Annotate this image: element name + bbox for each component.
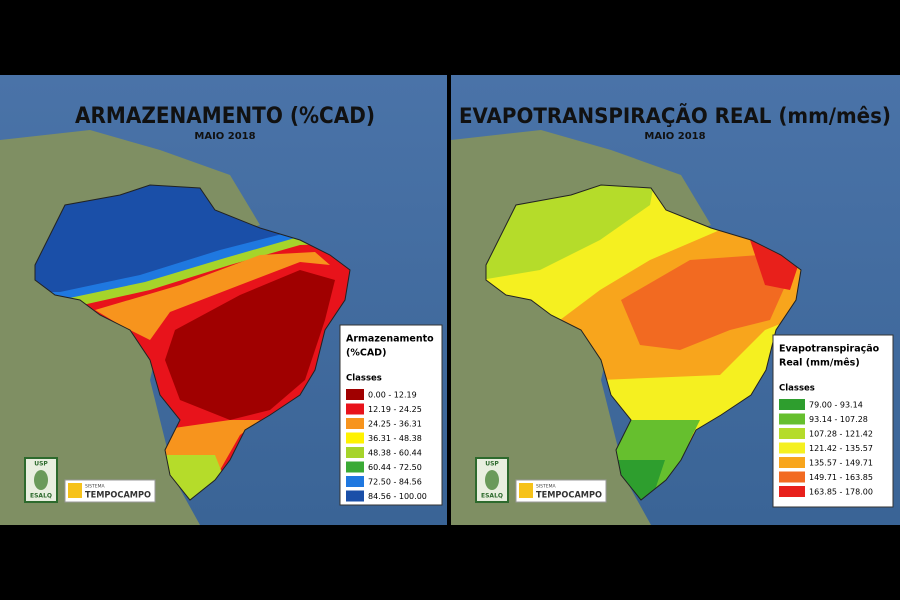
brand-icon [68,483,82,498]
legend-label: 84.56 - 100.00 [368,492,427,501]
legend-swatch [779,413,805,425]
brand-system: SISTEMA [85,484,106,490]
legend-heading: Classes [779,384,815,394]
logos: USPESALQSISTEMATEMPOCAMPOUSPESALQSISTEMA… [24,457,607,503]
brand-icon [519,483,533,498]
brand-box [64,479,156,503]
map-title: ARMAZENAMENTO (%CAD) [75,104,375,129]
map-subtitle: MAIO 2018 [644,131,705,142]
legend-label: 60.44 - 72.50 [368,463,422,472]
legend-label: 107.28 - 121.42 [809,430,873,439]
usp-emblem [485,470,499,490]
legend-label: 163.85 - 178.00 [809,488,873,497]
legend-title: Evapotranspiração [779,344,880,355]
brand-box [515,479,607,503]
legend-swatch [779,399,805,410]
legend-label: 149.71 - 163.85 [809,473,873,482]
legend-swatch [346,490,364,502]
legend-label: 48.38 - 60.44 [368,449,422,458]
legend-box [339,324,443,506]
usp-label: USP [34,461,48,468]
legend-swatch [346,447,364,458]
brand-system: SISTEMA [536,484,557,490]
legend-swatch [346,389,364,400]
legend-label: 24.25 - 36.31 [368,420,422,429]
legend-title: Real (mm/mês) [779,358,860,369]
legend-label: 121.42 - 135.57 [809,444,873,453]
esalq-label: ESALQ [481,493,503,500]
legend-label: 12.19 - 24.25 [368,405,422,414]
legends: Armazenamento (%CAD) Classes 0.00 - 12.19 12… [339,324,894,508]
legend-swatch [779,428,805,439]
legend-swatch [779,486,805,497]
legend-label: 36.31 - 48.38 [368,434,422,443]
usp-emblem [34,470,48,490]
legend-label: 135.57 - 149.71 [809,459,873,468]
map-subtitle: MAIO 2018 [194,131,255,142]
legend-title: Armazenamento [346,334,434,345]
brand-name: TEMPOCAMPO [536,491,602,501]
legend-title: (%CAD) [346,348,386,359]
legend-label: 93.14 - 107.28 [809,415,868,424]
legend-swatch [779,442,805,454]
map-title: EVAPOTRANSPIRAÇÃO REAL (mm/mês) [459,103,891,128]
legend-label: 0.00 - 12.19 [368,391,417,400]
usp-label: USP [485,461,499,468]
esalq-label: ESALQ [30,493,52,500]
legend-swatch [346,403,364,415]
legend-swatch [346,461,364,473]
legend-swatch [346,418,364,429]
legend-swatch [779,471,805,483]
legend-swatch [346,476,364,487]
legend-swatch [779,457,805,468]
legend-label: 72.50 - 84.56 [368,478,422,487]
legend-label: 79.00 - 93.14 [809,401,863,410]
brand-name: TEMPOCAMPO [85,491,151,501]
legend-swatch [346,432,364,444]
legend-heading: Classes [346,374,382,384]
